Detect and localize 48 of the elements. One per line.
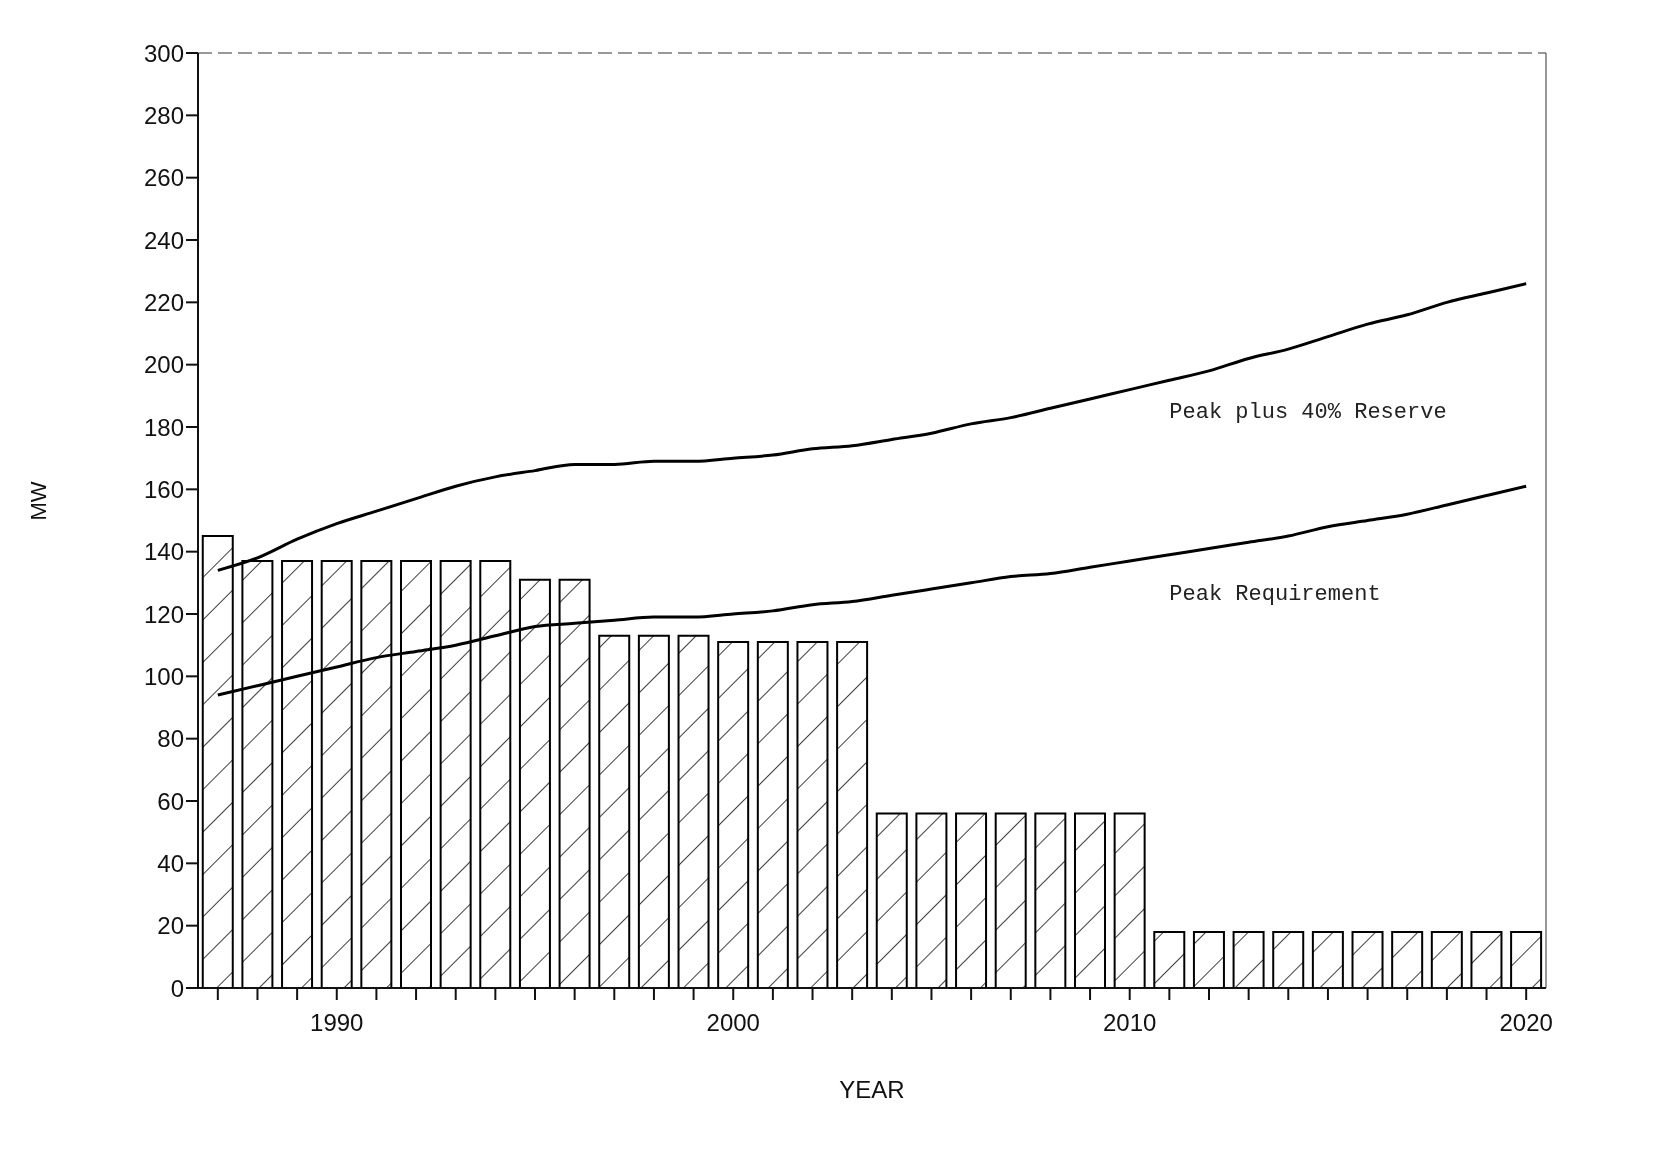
x-tick-label: 2010 xyxy=(1103,1009,1157,1037)
bar xyxy=(1272,930,1305,988)
bar xyxy=(677,634,710,988)
bar xyxy=(1351,930,1384,988)
bar xyxy=(598,634,631,988)
y-tick-label: 20 xyxy=(157,912,184,940)
y-tick-label: 180 xyxy=(143,413,184,441)
y-tick-label: 160 xyxy=(143,475,184,503)
y-tick-label: 200 xyxy=(143,351,184,379)
y-tick-label: 100 xyxy=(143,662,184,690)
bar xyxy=(637,634,670,988)
bar xyxy=(836,641,869,988)
y-tick-label: 260 xyxy=(143,164,184,192)
bar xyxy=(1470,930,1503,988)
y-tick-label: 140 xyxy=(143,538,184,566)
y-tick-label: 280 xyxy=(143,101,184,129)
series-label: Peak Requirement xyxy=(1169,581,1381,607)
x-axis-title: YEAR xyxy=(839,1076,905,1103)
y-tick-label: 300 xyxy=(143,39,184,67)
bar xyxy=(796,641,829,988)
bar xyxy=(756,641,789,988)
bar xyxy=(994,812,1027,988)
bar xyxy=(875,812,908,988)
bar xyxy=(1153,930,1186,988)
series-label: Peak plus 40% Reserve xyxy=(1169,400,1447,426)
y-tick-label: 120 xyxy=(143,600,184,628)
bar xyxy=(915,812,948,988)
y-axis-title: MW xyxy=(25,481,51,521)
bar xyxy=(717,641,750,988)
bar xyxy=(1311,930,1344,988)
bar xyxy=(1073,812,1106,988)
y-tick-label: 240 xyxy=(143,226,184,254)
bar xyxy=(955,812,988,988)
y-tick-label: 40 xyxy=(157,849,184,877)
bar xyxy=(1034,812,1067,988)
bar xyxy=(1391,930,1424,988)
x-tick-label: 2000 xyxy=(706,1009,760,1037)
bar xyxy=(1510,930,1543,988)
bar xyxy=(1430,930,1463,988)
y-tick-label: 0 xyxy=(170,974,184,1002)
bar xyxy=(1192,930,1225,988)
bar xyxy=(1232,930,1265,988)
bar xyxy=(1113,812,1146,988)
x-tick-label: 1990 xyxy=(310,1009,364,1037)
x-tick-label: 2020 xyxy=(1499,1009,1553,1037)
y-tick-label: 60 xyxy=(157,787,184,815)
y-tick-label: 220 xyxy=(143,288,184,316)
y-tick-label: 80 xyxy=(157,725,184,753)
